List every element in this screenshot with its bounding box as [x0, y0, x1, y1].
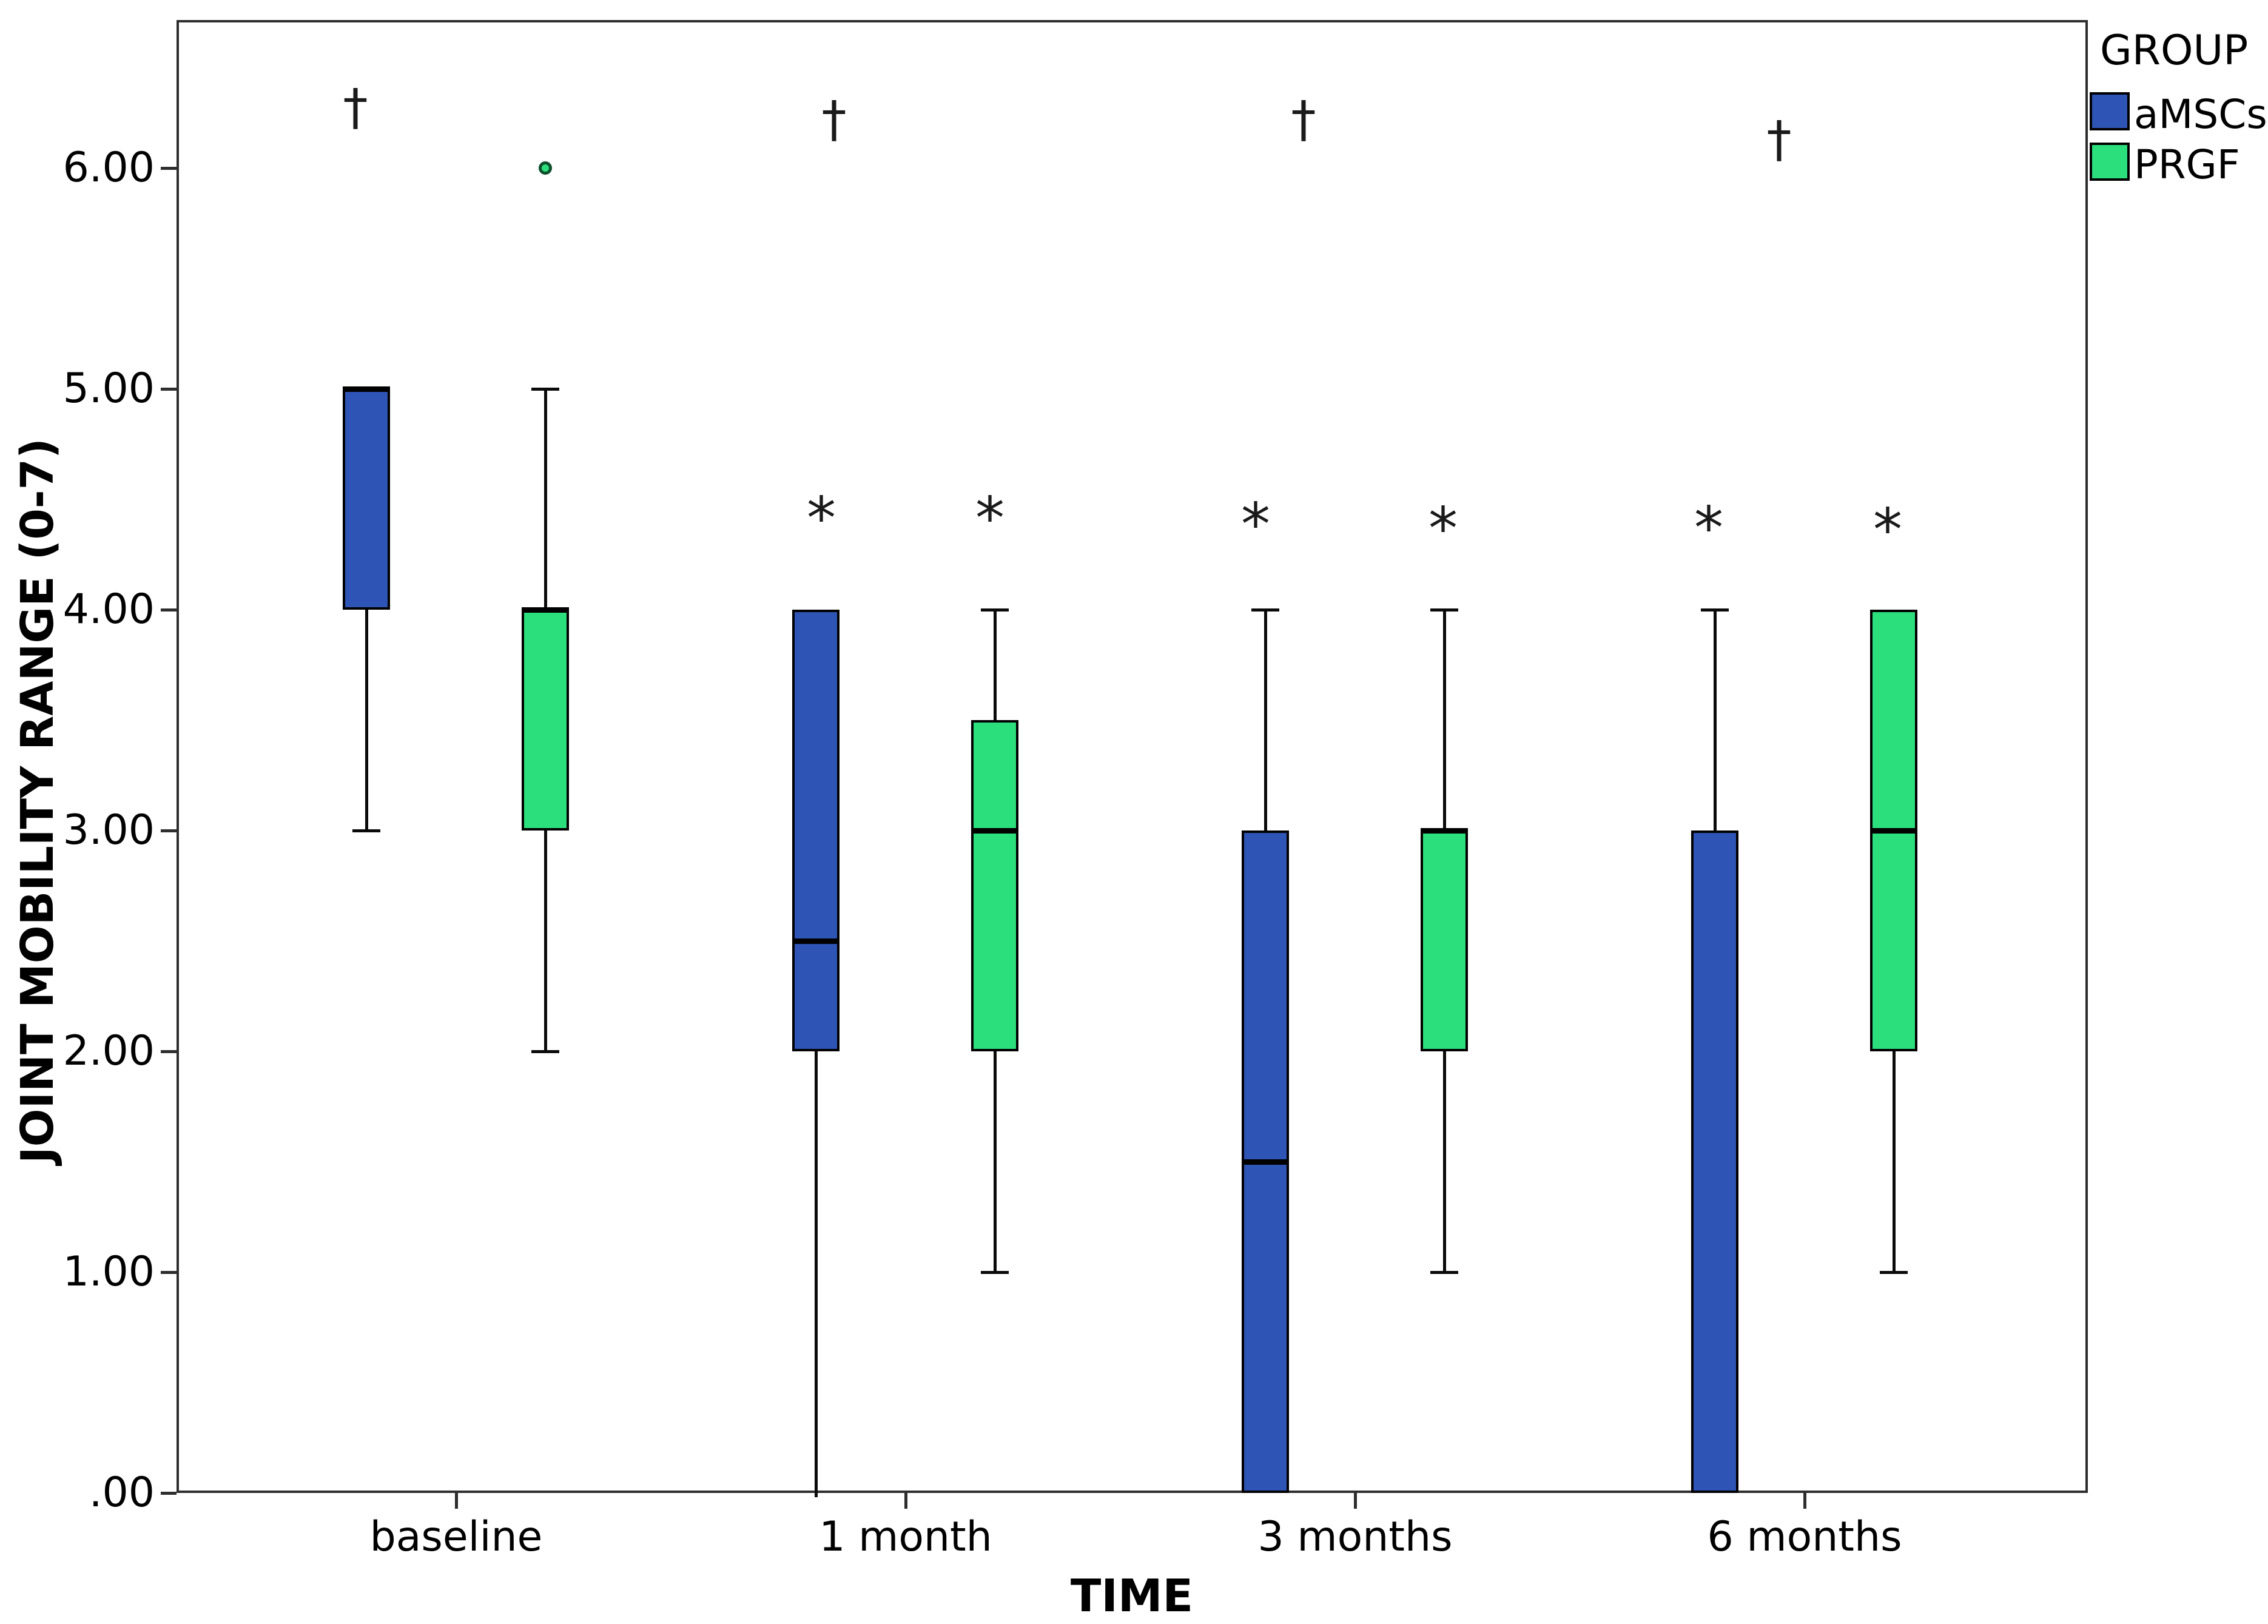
lower-whisker-prgf-baseline	[544, 831, 547, 1051]
lower-whisker-cap-prgf-3-months	[1430, 1271, 1458, 1274]
y-tick-label: 3.00	[62, 806, 155, 854]
dagger-annotation-0: †	[343, 79, 368, 137]
box-prgf-baseline	[522, 610, 569, 831]
x-axis-title: TIME	[1070, 1570, 1194, 1622]
legend-swatch-prgf	[2090, 143, 2130, 181]
median-amscs-baseline	[343, 386, 390, 392]
median-prgf-1-month	[971, 828, 1018, 834]
lower-whisker-amscs-1-month	[815, 1051, 818, 1497]
upper-whisker-cap-amscs-3-months	[1251, 608, 1279, 612]
y-tick-label: .00	[89, 1469, 155, 1517]
lower-whisker-amscs-baseline	[365, 610, 368, 831]
star-annotation-0: *	[807, 484, 836, 553]
legend-label-prgf: PRGF	[2134, 141, 2240, 188]
upper-whisker-cap-prgf-3-months	[1430, 608, 1458, 612]
lower-whisker-cap-prgf-baseline	[531, 1050, 559, 1053]
y-axis-tick	[161, 1271, 177, 1274]
x-tick-label: 1 month	[819, 1513, 992, 1561]
y-axis-tick	[161, 1492, 177, 1495]
lower-whisker-prgf-6-months	[1893, 1051, 1896, 1272]
y-axis-tick	[161, 1050, 177, 1053]
y-tick-label: 6.00	[62, 144, 155, 192]
x-axis-tick	[1354, 1493, 1357, 1509]
star-annotation-5: *	[1873, 496, 1902, 564]
plot-area	[177, 20, 2088, 1493]
y-axis-tick	[161, 388, 177, 391]
y-axis-tick	[161, 608, 177, 612]
x-axis-tick	[1803, 1493, 1806, 1509]
box-prgf-1-month	[971, 720, 1018, 1051]
lower-whisker-prgf-3-months	[1443, 1051, 1446, 1272]
y-tick-label: 5.00	[62, 365, 155, 413]
upper-whisker-cap-amscs-6-months	[1701, 608, 1729, 612]
upper-whisker-cap-prgf-baseline	[531, 388, 559, 391]
outlier-prgf-baseline	[539, 161, 552, 175]
lower-whisker-cap-amscs-baseline	[352, 829, 380, 832]
upper-whisker-amscs-6-months	[1714, 610, 1717, 831]
upper-whisker-prgf-3-months	[1443, 610, 1446, 831]
star-annotation-4: *	[1694, 494, 1723, 562]
y-axis-tick	[161, 829, 177, 832]
legend-title: GROUP	[2100, 27, 2249, 75]
y-tick-label: 4.00	[62, 585, 155, 633]
median-amscs-1-month	[792, 938, 840, 944]
x-axis-tick	[455, 1493, 458, 1509]
box-amscs-6-months	[1691, 831, 1738, 1493]
legend-label-amscs: aMSCs	[2134, 91, 2267, 138]
upper-whisker-prgf-1-month	[994, 610, 997, 720]
dagger-annotation-2: †	[1291, 91, 1316, 149]
upper-whisker-cap-prgf-1-month	[981, 608, 1009, 612]
y-axis-tick	[161, 167, 177, 170]
median-prgf-baseline	[522, 607, 569, 613]
upper-whisker-amscs-3-months	[1264, 610, 1267, 831]
upper-whisker-prgf-baseline	[544, 389, 547, 610]
lower-whisker-cap-prgf-6-months	[1880, 1271, 1908, 1274]
lower-whisker-cap-prgf-1-month	[981, 1271, 1009, 1274]
star-annotation-3: *	[1428, 494, 1458, 563]
y-tick-label: 2.00	[62, 1027, 155, 1075]
dagger-annotation-1: †	[821, 91, 847, 149]
y-tick-label: 1.00	[62, 1248, 155, 1296]
star-annotation-1: *	[975, 484, 1004, 553]
x-tick-label: 6 months	[1707, 1513, 1902, 1561]
dagger-annotation-3: †	[1766, 111, 1792, 169]
star-annotation-2: *	[1241, 490, 1270, 559]
x-axis-tick	[904, 1493, 907, 1509]
box-amscs-1-month	[792, 610, 840, 1051]
legend-swatch-amscs	[2090, 92, 2130, 130]
box-amscs-baseline	[343, 389, 390, 610]
lower-whisker-prgf-1-month	[994, 1051, 997, 1272]
x-tick-label: baseline	[369, 1513, 543, 1561]
median-amscs-3-months	[1242, 1159, 1289, 1165]
box-prgf-3-months	[1421, 831, 1468, 1051]
x-tick-label: 3 months	[1257, 1513, 1453, 1561]
median-prgf-6-months	[1870, 828, 1917, 834]
median-prgf-3-months	[1421, 828, 1468, 834]
